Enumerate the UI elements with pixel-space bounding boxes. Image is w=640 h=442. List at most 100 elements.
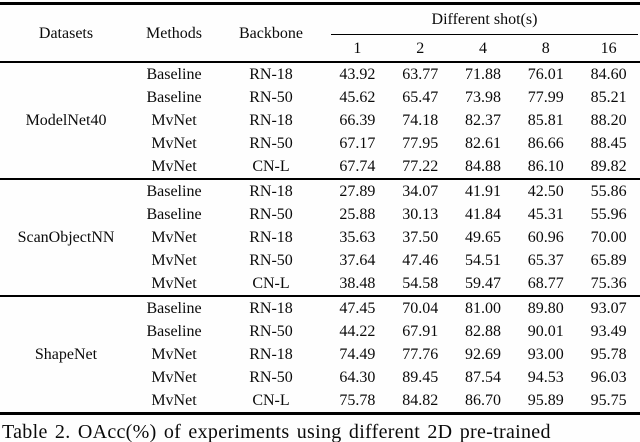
table-group-shapenet: ShapeNet Baseline RN-18 47.45 70.04 81.0… (0, 297, 640, 412)
method-cell: Baseline (146, 300, 202, 317)
backbone-cell: RN-18 (249, 300, 293, 317)
column-group-header-shots: Different shot(s) (331, 8, 638, 35)
value-cell: 70.04 (402, 300, 439, 317)
value-cell: 82.37 (464, 112, 501, 129)
table-caption: Table 2. OAcc(%) of experiments using di… (2, 421, 551, 442)
value-cell: 41.91 (464, 183, 501, 200)
method-cell: MvNet (151, 369, 197, 386)
method-cell: MvNet (151, 135, 197, 152)
dataset-cell: ScanObjectNN (17, 229, 115, 246)
backbone-cell: RN-18 (249, 229, 293, 246)
method-cell: MvNet (151, 346, 197, 363)
column-header-methods: Methods (146, 24, 202, 42)
value-cell: 45.31 (527, 206, 564, 223)
value-cell: 45.62 (339, 89, 376, 106)
value-cell: 60.96 (527, 229, 564, 246)
value-cell: 90.01 (527, 323, 564, 340)
backbone-cell: RN-18 (249, 112, 293, 129)
method-cell: MvNet (151, 158, 197, 175)
value-cell: 67.17 (339, 135, 376, 152)
value-cell: 87.54 (464, 369, 501, 386)
backbone-cell: RN-50 (249, 206, 293, 223)
value-cell: 74.18 (402, 112, 439, 129)
method-cell: Baseline (146, 323, 202, 340)
value-cell: 89.82 (590, 158, 627, 175)
value-cell: 89.45 (402, 369, 439, 386)
table-group-scanobjectnn: ScanObjectNN Baseline RN-18 27.89 34.07 … (0, 180, 640, 297)
backbone-cell: RN-50 (249, 323, 293, 340)
value-cell: 86.70 (464, 392, 501, 409)
value-cell: 95.89 (527, 392, 564, 409)
value-cell: 88.20 (590, 112, 627, 129)
value-cell: 93.49 (590, 323, 627, 340)
value-cell: 73.98 (464, 89, 501, 106)
results-table: Datasets Methods Backbone Different shot… (0, 2, 640, 415)
value-cell: 88.45 (590, 135, 627, 152)
value-cell: 59.47 (464, 275, 501, 292)
value-cell: 35.63 (339, 229, 376, 246)
value-cell: 71.88 (464, 66, 501, 83)
value-cell: 63.77 (402, 66, 439, 83)
value-cell: 77.95 (402, 135, 439, 152)
value-cell: 84.82 (402, 392, 439, 409)
value-cell: 93.00 (527, 346, 564, 363)
method-cell: MvNet (151, 229, 197, 246)
value-cell: 85.81 (527, 112, 564, 129)
method-cell: MvNet (151, 112, 197, 129)
value-cell: 77.76 (402, 346, 439, 363)
method-cell: MvNet (151, 392, 197, 409)
table-group-modelnet40: ModelNet40 Baseline RN-18 43.92 63.77 71… (0, 63, 640, 180)
dataset-cell: ShapeNet (34, 346, 98, 363)
value-cell: 70.00 (590, 229, 627, 246)
value-cell: 84.60 (590, 66, 627, 83)
method-cell: Baseline (146, 206, 202, 223)
value-cell: 65.89 (590, 252, 627, 269)
value-cell: 81.00 (464, 300, 501, 317)
backbone-cell: RN-50 (249, 135, 293, 152)
value-cell: 30.13 (402, 206, 439, 223)
value-cell: 85.21 (590, 89, 627, 106)
value-cell: 55.86 (590, 183, 627, 200)
value-cell: 82.61 (464, 135, 501, 152)
value-cell: 74.49 (339, 346, 376, 363)
column-header-backbone: Backbone (239, 24, 303, 42)
value-cell: 77.22 (402, 158, 439, 175)
backbone-cell: RN-50 (249, 89, 293, 106)
value-cell: 89.80 (527, 300, 564, 317)
shot-col-header: 8 (541, 39, 550, 57)
value-cell: 67.91 (402, 323, 439, 340)
shot-col-header: 4 (478, 39, 487, 57)
backbone-cell: CN-L (252, 392, 290, 409)
value-cell: 38.48 (339, 275, 376, 292)
value-cell: 65.47 (402, 89, 439, 106)
value-cell: 84.88 (464, 158, 501, 175)
backbone-cell: RN-50 (249, 252, 293, 269)
value-cell: 75.78 (339, 392, 376, 409)
value-cell: 94.53 (527, 369, 564, 386)
method-cell: Baseline (146, 183, 202, 200)
method-cell: MvNet (151, 275, 197, 292)
dataset-cell: ModelNet40 (25, 112, 107, 129)
method-cell: Baseline (146, 89, 202, 106)
backbone-cell: RN-18 (249, 346, 293, 363)
value-cell: 55.96 (590, 206, 627, 223)
backbone-cell: RN-18 (249, 183, 293, 200)
value-cell: 82.88 (464, 323, 501, 340)
value-cell: 34.07 (402, 183, 439, 200)
backbone-cell: RN-18 (249, 66, 293, 83)
value-cell: 95.75 (590, 392, 627, 409)
backbone-cell: CN-L (252, 158, 290, 175)
value-cell: 66.39 (339, 112, 376, 129)
value-cell: 25.88 (339, 206, 376, 223)
value-cell: 54.51 (464, 252, 501, 269)
value-cell: 64.30 (339, 369, 376, 386)
value-cell: 37.50 (402, 229, 439, 246)
value-cell: 76.01 (527, 66, 564, 83)
value-cell: 44.22 (339, 323, 376, 340)
backbone-cell: CN-L (252, 275, 290, 292)
value-cell: 77.99 (527, 89, 564, 106)
shot-col-header: 1 (353, 39, 362, 57)
value-cell: 95.78 (590, 346, 627, 363)
value-cell: 42.50 (527, 183, 564, 200)
shot-col-header: 16 (600, 39, 617, 57)
